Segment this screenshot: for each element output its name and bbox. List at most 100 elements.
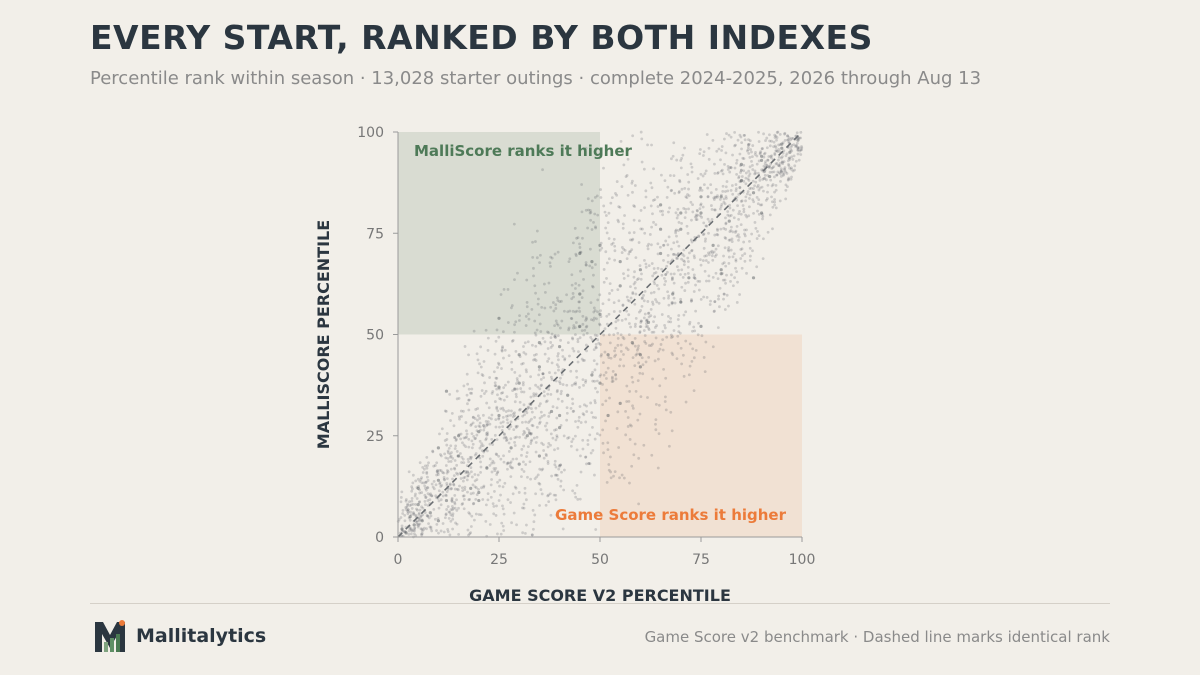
scatter-point	[530, 407, 533, 410]
scatter-point	[675, 256, 679, 260]
scatter-point	[569, 369, 573, 373]
scatter-point	[690, 248, 694, 252]
scatter-point	[657, 301, 661, 305]
scatter-point	[517, 491, 521, 494]
scatter-point	[467, 511, 471, 515]
scatter-point	[623, 214, 626, 217]
scatter-point	[794, 159, 798, 163]
scatter-point	[786, 138, 790, 142]
scatter-point	[453, 501, 457, 504]
scatter-point	[555, 296, 559, 300]
scatter-point	[783, 168, 787, 172]
scatter-point	[409, 513, 413, 517]
scatter-point	[466, 474, 470, 478]
scatter-point	[783, 131, 787, 135]
scatter-point	[532, 520, 536, 524]
scatter-point	[774, 183, 778, 187]
scatter-point	[722, 254, 725, 258]
scatter-point	[756, 230, 759, 233]
scatter-point	[638, 325, 642, 328]
scatter-point	[746, 146, 750, 149]
scatter-point	[733, 144, 737, 148]
scatter-point	[424, 480, 428, 484]
scatter-point	[572, 382, 576, 386]
scatter-point	[739, 257, 743, 260]
scatter-point	[638, 330, 642, 334]
scatter-point	[589, 401, 593, 405]
scatter-point	[593, 368, 597, 372]
scatter-point	[403, 530, 407, 534]
scatter-point	[677, 229, 680, 232]
scatter-point	[687, 373, 691, 377]
scatter-point	[740, 247, 744, 251]
scatter-point	[536, 302, 540, 306]
scatter-point	[495, 376, 499, 380]
scatter-point	[628, 299, 631, 303]
scatter-point	[554, 438, 558, 442]
scatter-point	[732, 216, 736, 220]
scatter-point	[479, 470, 482, 474]
scatter-point	[522, 403, 526, 407]
scatter-point	[457, 397, 461, 400]
scatter-point	[618, 284, 622, 288]
scatter-point	[607, 333, 611, 337]
x-tick-label: 0	[394, 552, 403, 568]
scatter-point	[749, 148, 752, 151]
scatter-point	[640, 356, 644, 360]
scatter-point	[715, 149, 719, 153]
scatter-point	[773, 190, 776, 194]
scatter-point	[502, 432, 506, 436]
scatter-point	[504, 410, 508, 413]
scatter-point	[553, 459, 557, 463]
scatter-point	[507, 409, 511, 413]
scatter-point	[530, 417, 533, 421]
scatter-point	[645, 319, 649, 323]
scatter-point	[679, 346, 683, 350]
scatter-point	[496, 532, 499, 536]
scatter-point	[675, 265, 679, 269]
scatter-point	[482, 360, 486, 363]
scatter-point	[773, 144, 777, 148]
scatter-point	[486, 433, 490, 436]
scatter-point	[545, 399, 549, 403]
scatter-point	[418, 517, 421, 521]
scatter-point	[580, 183, 584, 186]
scatter-point	[455, 450, 459, 453]
scatter-point	[664, 395, 667, 399]
scatter-point	[522, 502, 526, 506]
scatter-point	[679, 166, 683, 170]
scatter-point	[411, 473, 415, 477]
scatter-point	[591, 426, 594, 429]
scatter-point	[755, 162, 759, 166]
scatter-point	[581, 236, 584, 240]
scatter-point	[434, 494, 438, 498]
scatter-point	[768, 133, 771, 137]
scatter-point	[643, 312, 647, 316]
scatter-point	[518, 435, 521, 439]
scatter-point	[546, 462, 550, 465]
scatter-point	[417, 484, 421, 488]
scatter-point	[744, 195, 748, 199]
scatter-point	[534, 492, 538, 496]
scatter-point	[449, 460, 453, 463]
scatter-point	[693, 276, 697, 280]
scatter-point	[779, 179, 782, 183]
scatter-point	[578, 242, 581, 246]
scatter-point	[628, 423, 632, 427]
scatter-point	[438, 482, 442, 486]
scatter-point	[523, 341, 527, 345]
scatter-point	[434, 483, 438, 487]
scatter-point	[770, 167, 774, 170]
scatter-point	[571, 410, 575, 413]
scatter-point	[664, 279, 667, 283]
scatter-point	[499, 493, 502, 497]
scatter-point	[446, 505, 450, 508]
scatter-point	[631, 380, 635, 384]
scatter-point	[525, 451, 529, 455]
scatter-point	[509, 437, 513, 441]
scatter-point	[584, 420, 588, 424]
scatter-point	[679, 159, 683, 162]
region-label-malliscore: MalliScore ranks it higher	[414, 142, 633, 160]
scatter-point	[644, 195, 648, 199]
scatter-point	[612, 310, 616, 313]
